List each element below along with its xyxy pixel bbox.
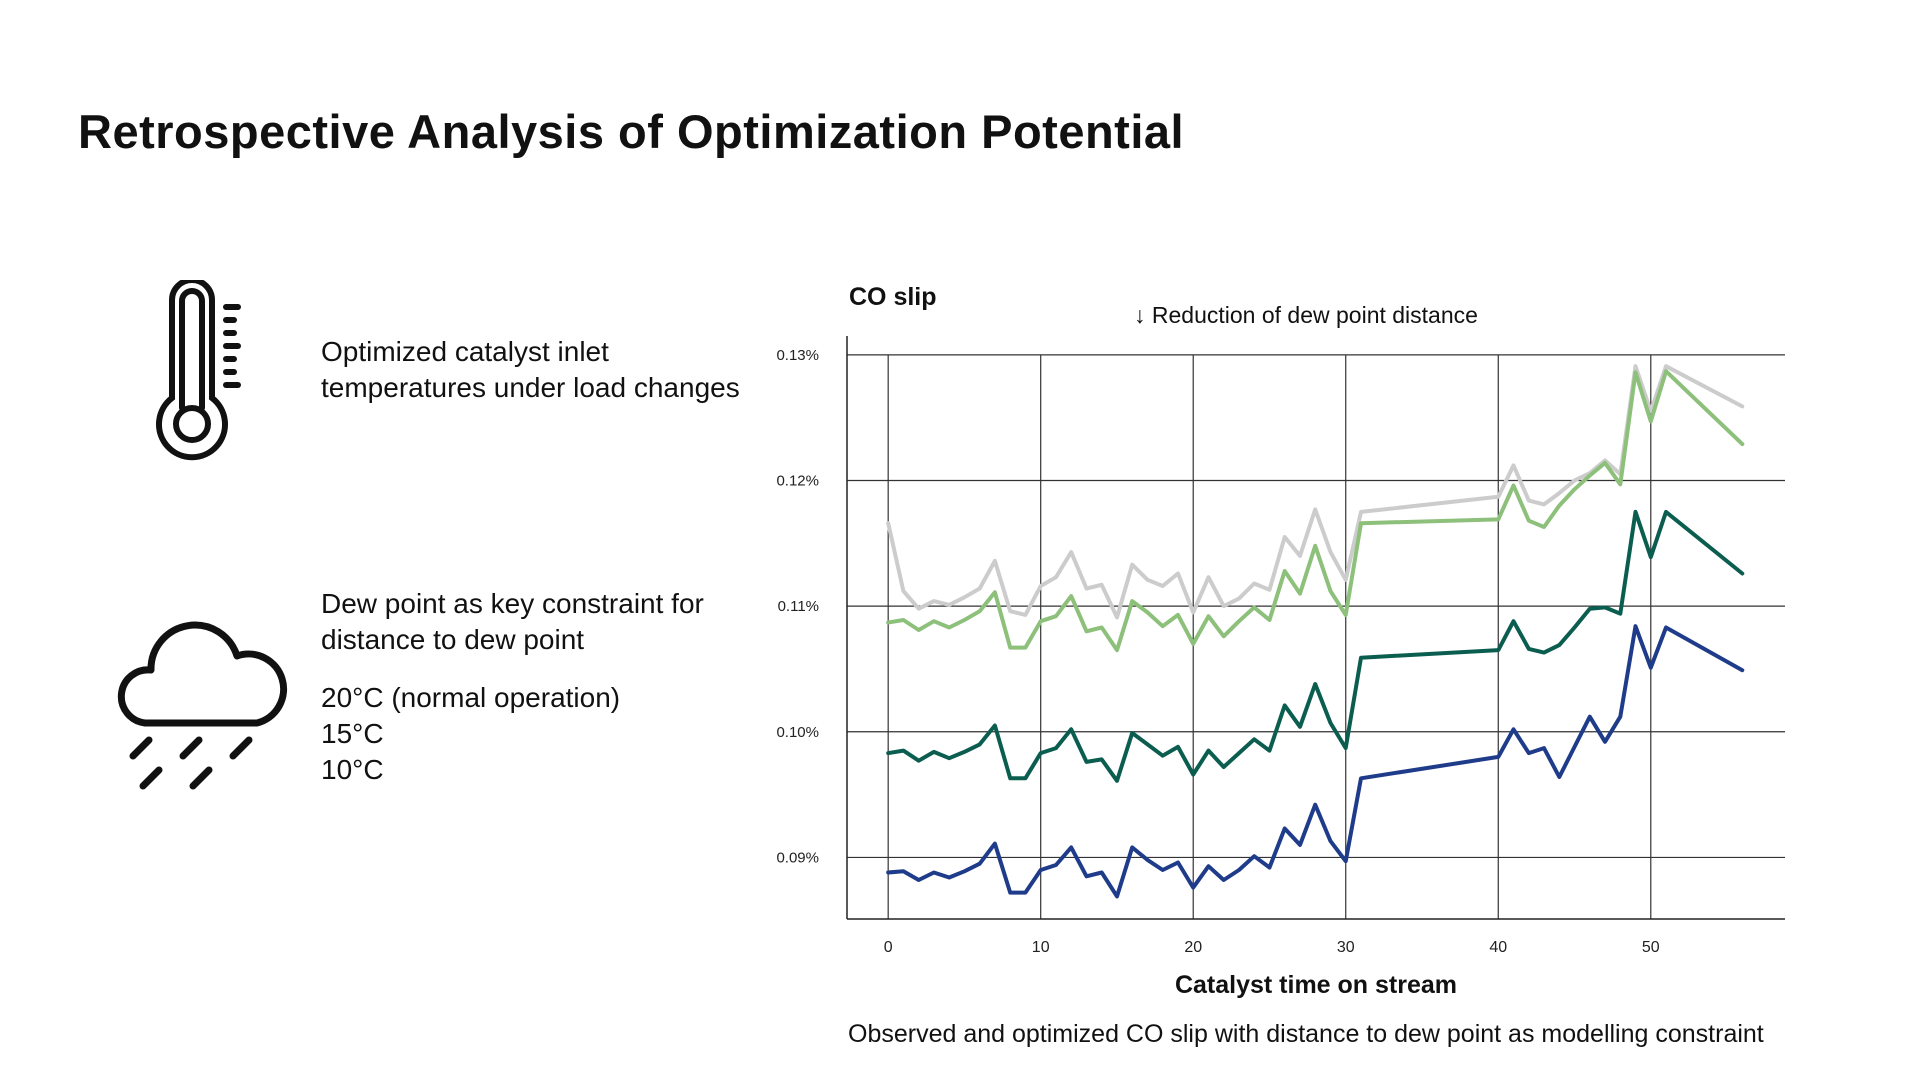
chart-axes: [846, 336, 1785, 920]
dew-option-20: 20°C (normal operation): [321, 682, 621, 713]
chart-grid: [847, 354, 1785, 919]
x-tick-label: 10: [1032, 939, 1050, 956]
y-tick-label: 0.12%: [776, 472, 819, 489]
temperature-note: Optimized catalyst inlet temperatures un…: [321, 334, 740, 406]
dew-point-note: Dew point as key constraint for distance…: [321, 586, 704, 658]
chart-annotation: ↓ Reduction of dew point distance: [1134, 302, 1478, 328]
series-line-4: [886, 624, 1745, 899]
dew-option-10: 10°C: [321, 754, 384, 785]
chart-ticks: 0.09% 0.10% 0.11% 0.12% 0.13% 0 10 20 30 40 50: [776, 347, 1659, 956]
thermometer-icon: [156, 280, 241, 461]
chart-series: [886, 364, 1745, 899]
series-line-1: [886, 364, 1745, 620]
x-tick-label: 40: [1489, 939, 1507, 956]
x-tick-label: 20: [1184, 939, 1202, 956]
temperature-note-line-2: temperatures under load changes: [321, 372, 740, 403]
rain-cloud-icon: [117, 621, 288, 790]
y-tick-label: 0.13%: [776, 347, 819, 364]
page-title: Retrospective Analysis of Optimization P…: [78, 105, 1185, 158]
chart-title: CO slip: [849, 283, 937, 311]
series-line-2: [886, 369, 1745, 653]
y-tick-label: 0.11%: [778, 598, 819, 615]
temperature-note-line-1: Optimized catalyst inlet: [321, 336, 609, 367]
dew-option-15: 15°C: [321, 718, 384, 749]
x-tick-label: 0: [884, 939, 893, 956]
y-tick-label: 0.10%: [776, 724, 819, 741]
dew-point-note-line-2: distance to dew point: [321, 624, 585, 655]
series-line-3: [886, 509, 1745, 783]
dew-point-options: 20°C (normal operation) 15°C 10°C: [321, 680, 620, 788]
x-axis-label: Catalyst time on stream: [1175, 971, 1457, 999]
x-tick-label: 50: [1642, 939, 1660, 956]
dew-point-note-line-1: Dew point as key constraint for: [321, 588, 704, 619]
chart-caption: Observed and optimized CO slip with dist…: [848, 1020, 1764, 1048]
y-tick-label: 0.09%: [776, 849, 819, 866]
x-tick-label: 30: [1337, 939, 1355, 956]
